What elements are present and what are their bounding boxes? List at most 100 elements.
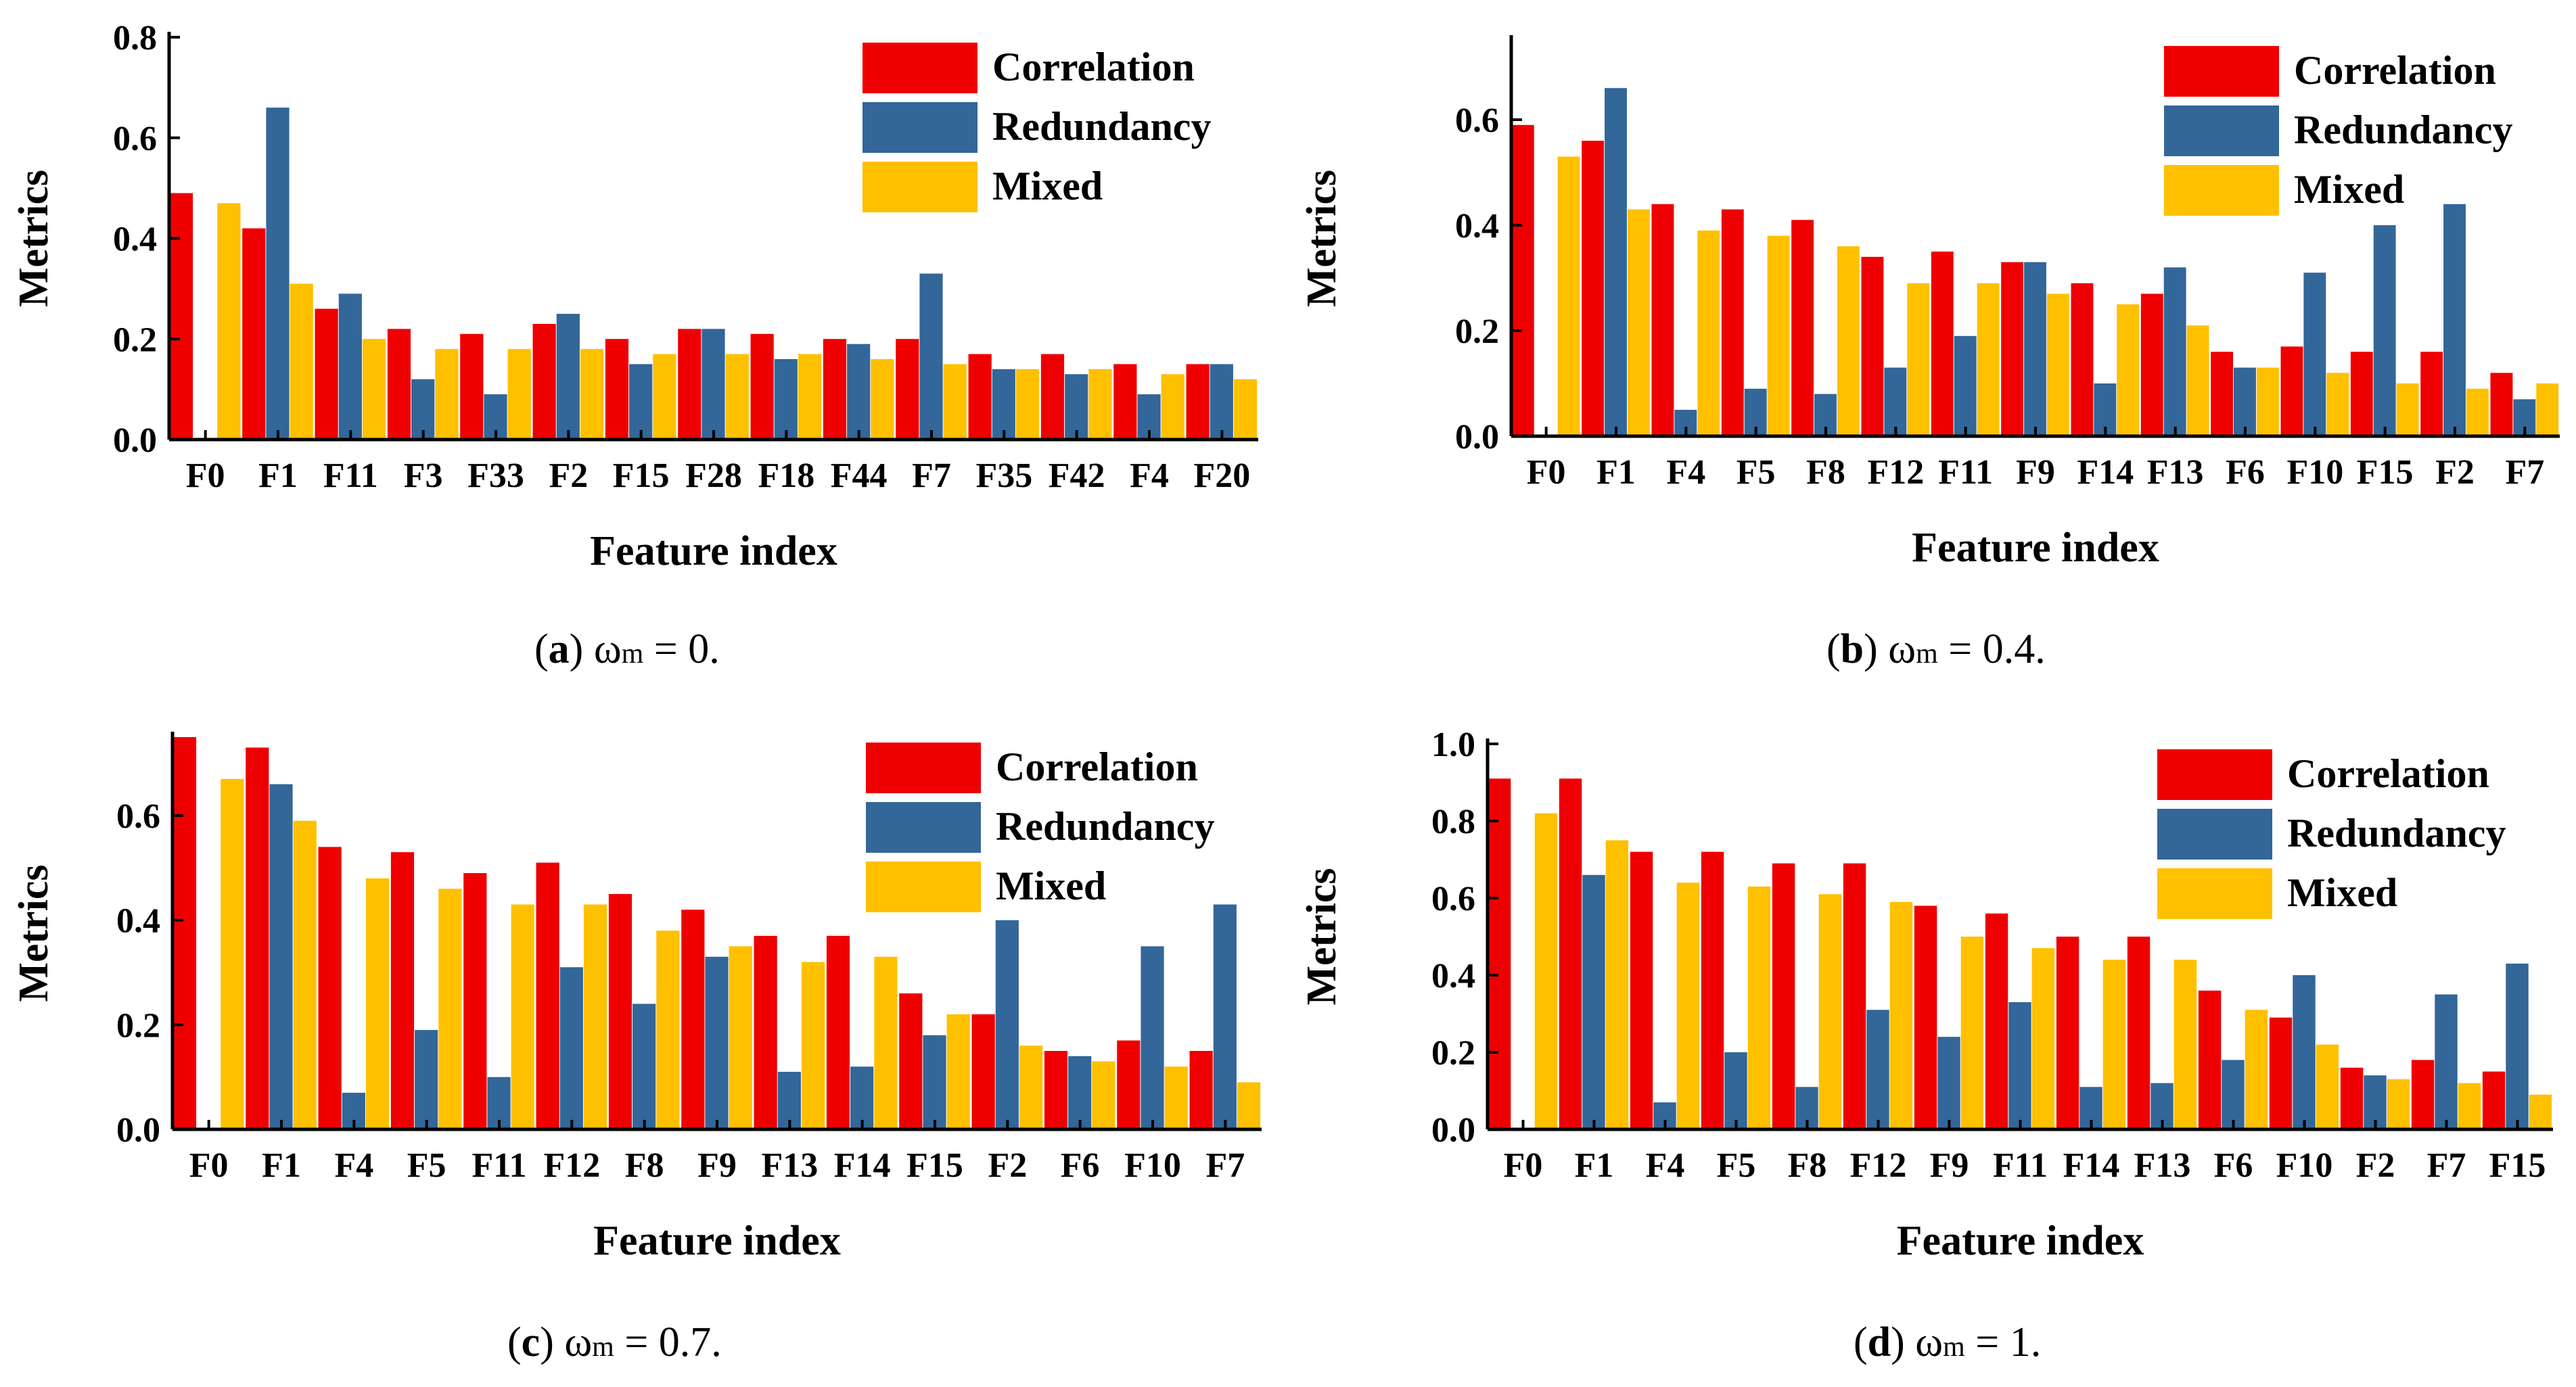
x-tick-label-f14: F14	[834, 1146, 891, 1185]
bar-correlation-f9	[1914, 906, 1937, 1129]
bar-mixed-f11	[2031, 948, 2055, 1129]
y-tick-label: 0.6	[116, 797, 160, 836]
x-tick-label-f18: F18	[758, 456, 814, 495]
bar-mixed-f14	[874, 956, 898, 1129]
x-tick-label-f2: F2	[549, 456, 588, 495]
bar-correlation-f0	[172, 737, 197, 1129]
x-tick-label-f10: F10	[2286, 453, 2343, 492]
bar-correlation-f10	[2280, 346, 2303, 436]
legend-swatch-correlation	[862, 43, 978, 93]
y-axis-title: Metrics	[11, 170, 57, 307]
bar-redundancy-f7	[2435, 994, 2458, 1129]
bar-correlation-f5	[390, 852, 415, 1129]
bar-correlation-f28	[678, 329, 702, 440]
bar-mixed-f14	[2117, 304, 2140, 436]
bar-mixed-f5	[1747, 886, 1771, 1129]
x-tick-label-f12: F12	[1867, 453, 1924, 492]
bar-redundancy-f6	[2222, 1060, 2245, 1129]
bar-redundancy-f35	[992, 369, 1015, 440]
x-tick-label-f11: F11	[323, 456, 378, 495]
bar-redundancy-f11	[2008, 1002, 2031, 1129]
x-tick-label-f8: F8	[1788, 1146, 1827, 1185]
bar-redundancy-f15	[629, 364, 653, 440]
bar-redundancy-f12	[559, 967, 583, 1129]
x-tick-label-f4: F4	[1646, 1146, 1685, 1185]
bar-correlation-f11	[1931, 252, 1954, 436]
x-tick-label-f14: F14	[2077, 453, 2134, 492]
bar-redundancy-f9	[1937, 1037, 1960, 1129]
bar-mixed-f13	[2186, 325, 2209, 436]
chart-panel-d: F0 F1 F4 F5 F8 F12 F9 F11 F14 F13 F6 F10 F2 F7 F15 0.0 0…	[1299, 726, 2553, 1264]
bar-redundancy-f15	[2506, 963, 2529, 1129]
x-tick-label-f11: F11	[472, 1146, 527, 1185]
bar-correlation-f8	[608, 894, 632, 1129]
bar-mixed-f15	[2529, 1094, 2552, 1129]
bar-mixed-f6	[1092, 1061, 1116, 1129]
bar-correlation-f8	[1791, 220, 1814, 436]
bar-correlation-f0	[169, 193, 193, 440]
bar-correlation-f15	[2482, 1071, 2506, 1129]
x-tick-label-f4: F4	[334, 1146, 373, 1185]
bar-correlation-f7	[2490, 373, 2513, 436]
bar-redundancy-f6	[1068, 1056, 1092, 1129]
x-tick-label-f8: F8	[625, 1146, 664, 1185]
x-tick-label-f1: F1	[1596, 453, 1636, 492]
x-tick-label-f2: F2	[2356, 1146, 2395, 1185]
legend-label-mixed: Mixed	[992, 164, 1103, 208]
y-tick-label: 0.2	[116, 1006, 160, 1045]
bar-redundancy-f20	[1210, 364, 1233, 440]
bar-correlation-f5	[1701, 851, 1724, 1129]
x-axis-title: Feature index	[1912, 525, 2159, 571]
bar-correlation-f15	[605, 339, 629, 440]
x-tick-label-f11: F11	[1938, 453, 1993, 492]
bar-correlation-f12	[536, 862, 559, 1129]
x-tick-label-f0: F0	[189, 1146, 229, 1185]
x-tick-label-f44: F44	[831, 456, 888, 495]
bar-redundancy-f13	[2163, 267, 2186, 436]
x-tick-label-f1: F1	[1575, 1146, 1614, 1185]
bar-correlation-f7	[1189, 1051, 1213, 1129]
x-tick-label-f9: F9	[1930, 1146, 1969, 1185]
bar-mixed-f9	[729, 946, 752, 1129]
x-tick-label-f10: F10	[2276, 1146, 2333, 1185]
bar-correlation-f11	[315, 308, 338, 440]
caption-panel-a: (a) ωm = 0.	[534, 626, 720, 672]
bar-redundancy-f44	[847, 344, 871, 440]
y-tick-label: 1.0	[1431, 726, 1475, 764]
legend-swatch-correlation	[2164, 46, 2279, 97]
bar-mixed-f1	[293, 820, 317, 1129]
y-axis-title: Metrics	[11, 864, 57, 1002]
legend-label-mixed: Mixed	[996, 864, 1106, 908]
y-tick-label: 0.2	[1455, 312, 1499, 351]
bar-correlation-f8	[1772, 863, 1795, 1129]
y-tick-label: 0.4	[1455, 207, 1499, 245]
y-tick-label: 0.4	[116, 902, 160, 941]
bar-mixed-f35	[1015, 369, 1040, 440]
x-tick-label-f5: F5	[407, 1146, 446, 1185]
bar-redundancy-f13	[777, 1071, 801, 1129]
bar-correlation-f11	[1985, 913, 2008, 1129]
bar-redundancy-f7	[1213, 904, 1237, 1129]
bar-mixed-f11	[1977, 283, 2000, 436]
chart-panel-a: F0 F1 F11 F3 F33 F2 F15 F28 F18 F44 F7 F35 F42 F4 F20 0…	[11, 19, 1258, 574]
bar-mixed-f44	[871, 359, 894, 440]
bar-mixed-f7	[1237, 1082, 1261, 1129]
x-axis-title: Feature index	[590, 528, 837, 574]
bar-mixed-f11	[511, 904, 534, 1129]
legend-label-correlation: Correlation	[992, 45, 1195, 89]
bar-mixed-f2	[1019, 1045, 1043, 1129]
bar-mixed-f1	[1627, 209, 1650, 436]
bar-correlation-f9	[2001, 262, 2024, 436]
legend-swatch-redundancy	[2157, 809, 2272, 860]
bar-correlation-f1	[246, 747, 269, 1129]
bar-mixed-f0	[221, 778, 244, 1129]
bar-correlation-f44	[823, 339, 847, 440]
bar-mixed-f42	[1088, 369, 1112, 440]
bar-mixed-f7	[943, 364, 967, 440]
x-tick-label-f13: F13	[2147, 453, 2204, 492]
bar-redundancy-f10	[1141, 946, 1164, 1129]
bar-mixed-f4	[1161, 374, 1184, 440]
bar-mixed-f8	[656, 931, 680, 1129]
bar-redundancy-f5	[415, 1030, 438, 1129]
bar-correlation-f6	[2198, 990, 2222, 1129]
